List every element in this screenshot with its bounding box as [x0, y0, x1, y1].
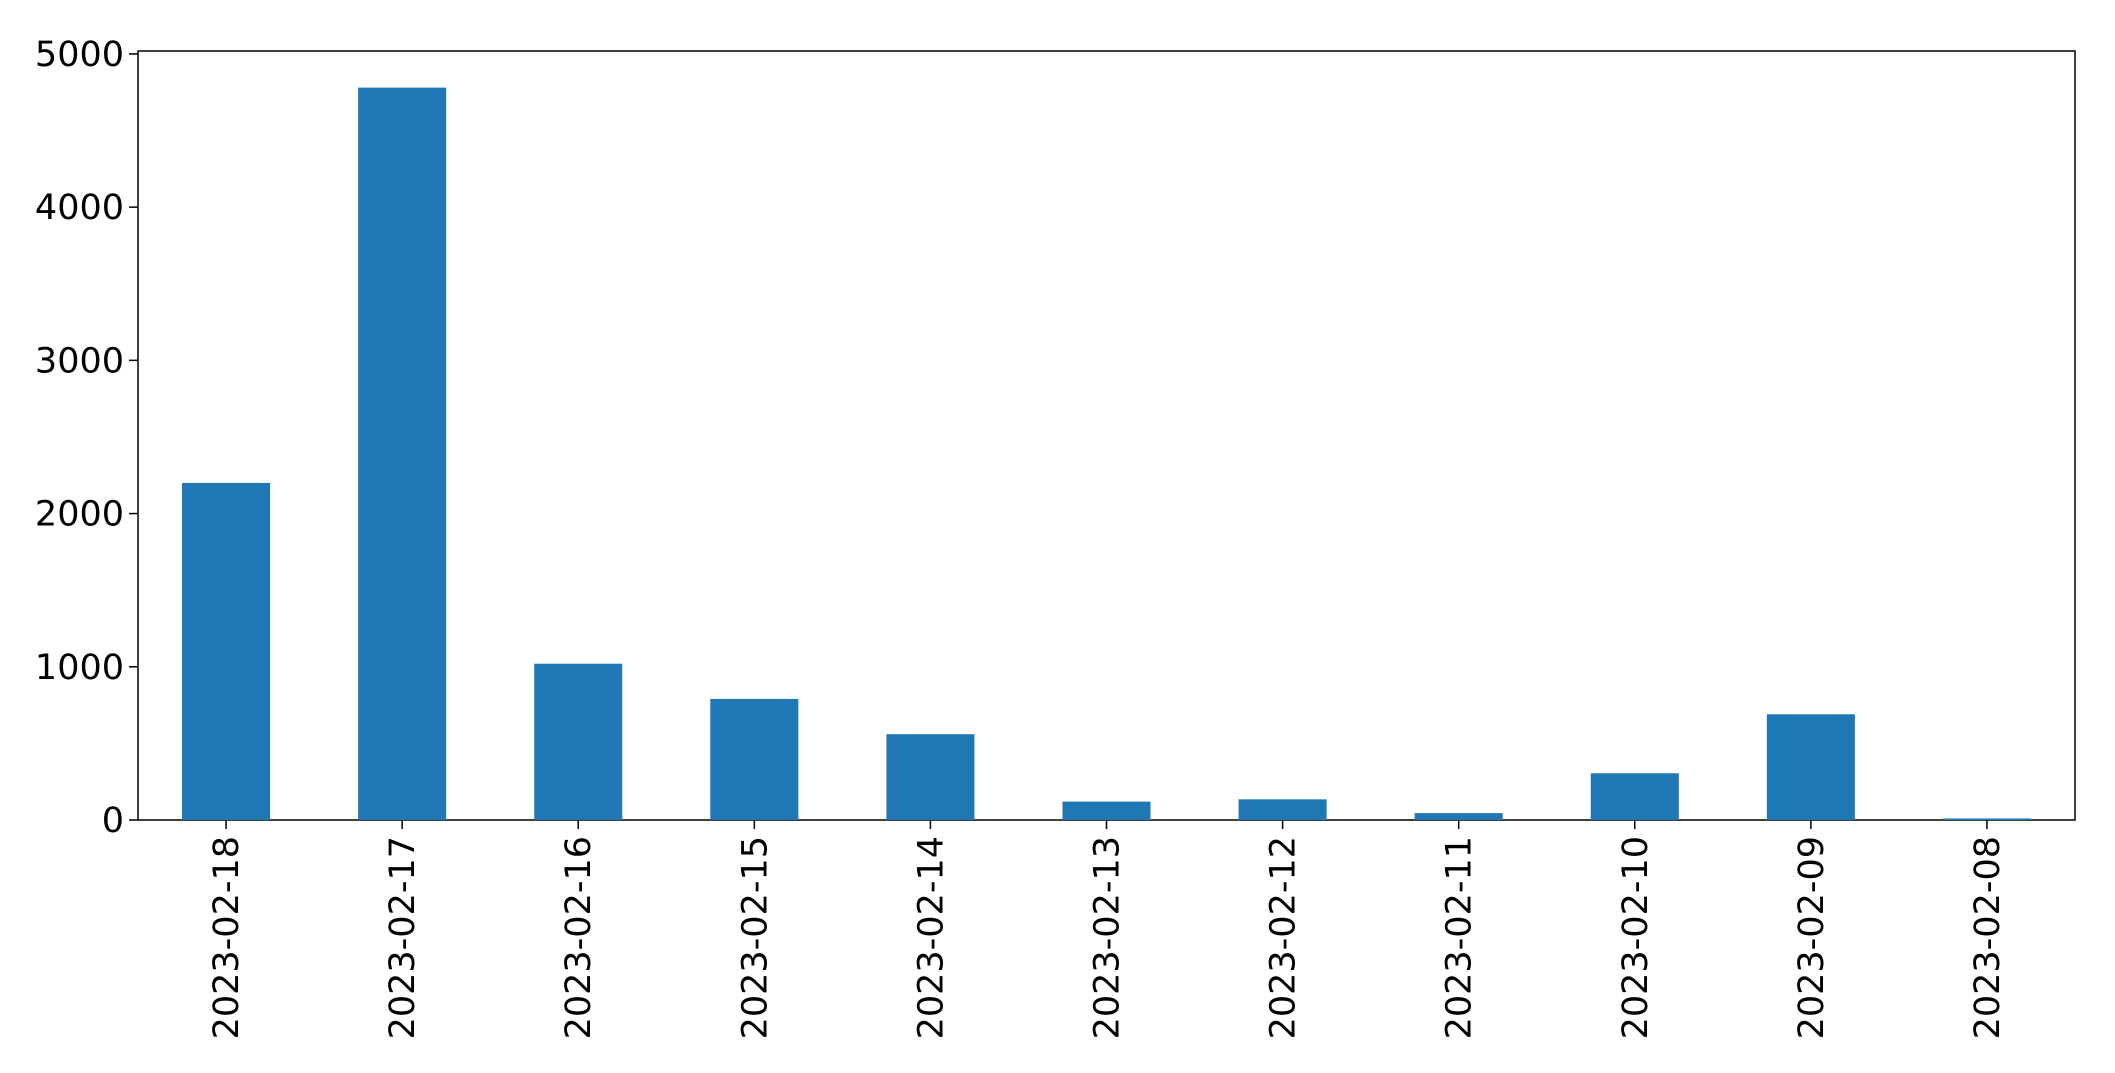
bar [1238, 799, 1327, 820]
bar [886, 734, 975, 820]
x-tick-label: 2023-02-11 [1440, 836, 1480, 1039]
x-tick-label: 2023-02-09 [1792, 836, 1832, 1039]
bar [358, 87, 447, 821]
y-tick-label: 4000 [35, 188, 124, 228]
y-tick-label: 2000 [35, 495, 124, 535]
x-tick-label: 2023-02-14 [911, 836, 951, 1039]
y-tick-label: 3000 [35, 341, 124, 381]
x-tick-label: 2023-02-17 [383, 836, 423, 1039]
bar [534, 663, 623, 820]
bar [1766, 714, 1855, 820]
y-tick-label: 0 [102, 801, 124, 841]
x-tick-label: 2023-02-10 [1616, 836, 1656, 1039]
bar [1590, 773, 1679, 820]
x-tick-label: 2023-02-18 [207, 836, 247, 1039]
bar [1062, 801, 1151, 820]
x-tick-label: 2023-02-15 [735, 836, 775, 1039]
x-tick-label: 2023-02-16 [559, 836, 599, 1039]
y-tick-label: 5000 [35, 35, 124, 75]
bar [710, 698, 799, 820]
x-tick-label: 2023-02-13 [1088, 836, 1128, 1039]
bar [1942, 818, 2031, 820]
bar [1414, 813, 1503, 820]
x-tick-label: 2023-02-08 [1968, 836, 2008, 1039]
x-tick-label: 2023-02-12 [1264, 836, 1304, 1039]
y-tick-label: 1000 [35, 648, 124, 688]
bar [182, 482, 271, 820]
